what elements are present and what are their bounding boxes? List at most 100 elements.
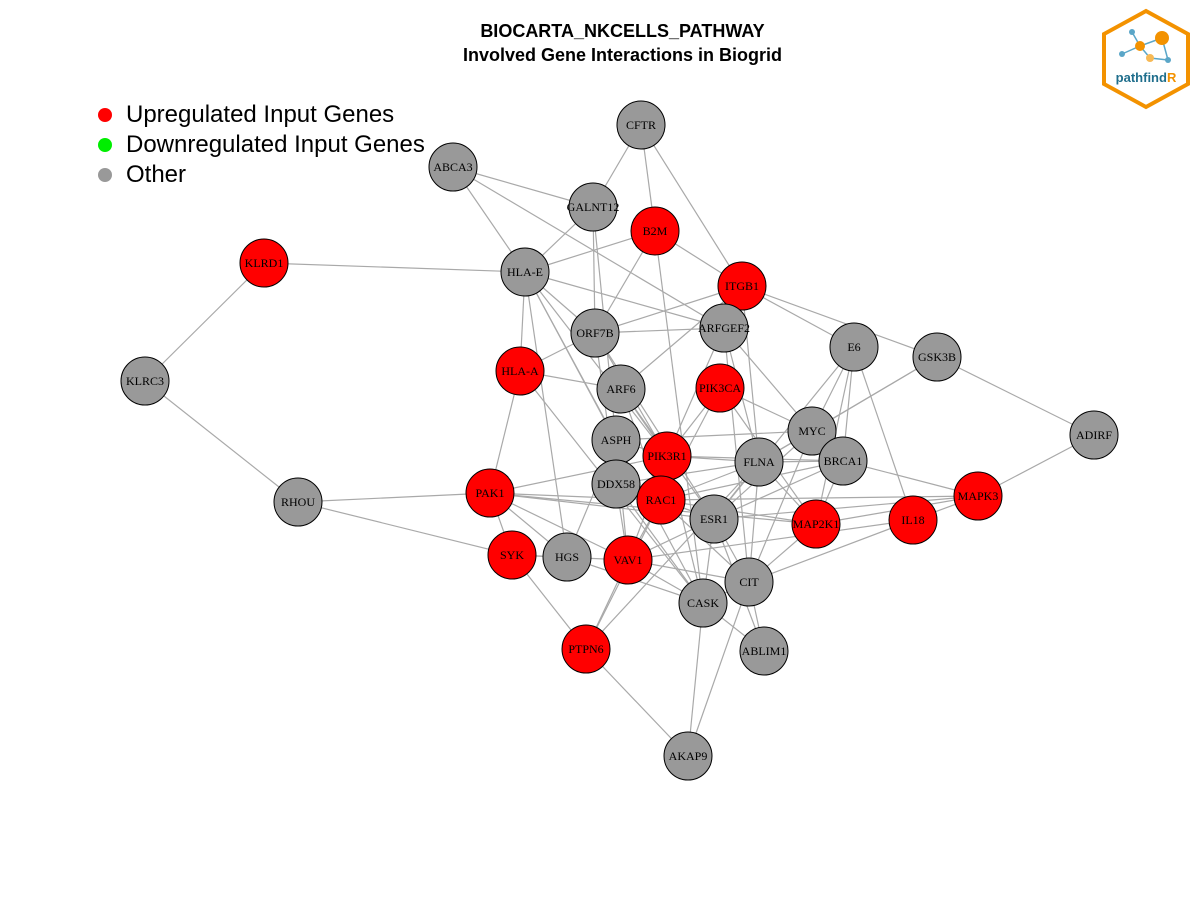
node-circle-adirf	[1069, 410, 1119, 460]
edge-il18-cit	[748, 519, 914, 583]
edge-myc-asph	[615, 430, 813, 441]
node-circle-arfgef2	[699, 303, 749, 353]
edge-klrd1-hla-e	[263, 262, 526, 273]
node-label-arf6: ARF6	[606, 382, 635, 396]
node-label-arfgef2: ARFGEF2	[698, 321, 750, 335]
node-circle-map2k1	[791, 499, 841, 549]
node-label-vav1: VAV1	[614, 553, 643, 567]
legend-swatch-downregulated	[98, 138, 112, 152]
node-klrd1: KLRD1	[239, 238, 289, 288]
edge-pak1-vav1	[489, 492, 629, 561]
node-gsk3b: GSK3B	[912, 332, 962, 382]
node-hla-a: HLA-A	[495, 346, 545, 396]
node-circle-gsk3b	[912, 332, 962, 382]
node-label-ablim1: ABLIM1	[742, 644, 787, 658]
edge-e6-il18	[853, 346, 914, 521]
edge-il18-vav1	[627, 519, 914, 561]
node-circle-klrc3	[120, 356, 170, 406]
node-circle-cftr	[616, 100, 666, 150]
node-vav1: VAV1	[603, 535, 653, 585]
node-pik3ca: PIK3CA	[695, 363, 745, 413]
edge-klrd1-klrc3	[144, 262, 265, 382]
node-circle-arf6	[596, 364, 646, 414]
node-label-il18: IL18	[901, 513, 924, 527]
node-label-ptpn6: PTPN6	[568, 642, 603, 656]
node-ablim1: ABLIM1	[739, 626, 789, 676]
node-circle-galnt12	[568, 182, 618, 232]
node-cftr: CFTR	[616, 100, 666, 150]
edge-abca3-arfgef2	[452, 166, 725, 329]
node-circle-syk	[487, 530, 537, 580]
node-label-orf7b: ORF7B	[576, 326, 613, 340]
node-klrc3: KLRC3	[120, 356, 170, 406]
node-hla-e: HLA-E	[500, 247, 550, 297]
legend-label-upregulated: Upregulated Input Genes	[126, 101, 395, 128]
edge-esr1-mapk3	[713, 495, 979, 520]
edge-rhou-syk	[297, 501, 513, 556]
node-b2m: B2M	[630, 206, 680, 256]
edge-klrc3-rhou	[144, 380, 299, 503]
node-label-itgb1: ITGB1	[725, 279, 759, 293]
node-circle-rac1	[636, 475, 686, 525]
node-circle-hla-e	[500, 247, 550, 297]
node-label-asph: ASPH	[601, 433, 632, 447]
node-label-akap9: AKAP9	[669, 749, 708, 763]
node-esr1: ESR1	[689, 494, 739, 544]
node-circle-cask	[678, 578, 728, 628]
node-cit: CIT	[724, 557, 774, 607]
node-ddx58: DDX58	[591, 459, 641, 509]
edge-itgb1-orf7b	[594, 285, 743, 334]
edge-ptpn6-akap9	[585, 648, 689, 757]
node-label-adirf: ADIRF	[1076, 428, 1112, 442]
node-circle-orf7b	[570, 308, 620, 358]
node-syk: SYK	[487, 530, 537, 580]
node-label-pik3ca: PIK3CA	[699, 381, 741, 395]
edge-hla-e-pik3r1	[524, 271, 668, 457]
node-circle-mapk3	[953, 471, 1003, 521]
legend-item-upregulated: Upregulated Input Genes	[98, 100, 425, 130]
node-label-esr1: ESR1	[700, 512, 728, 526]
node-circle-e6	[829, 322, 879, 372]
node-label-klrd1: KLRD1	[245, 256, 284, 270]
node-label-myc: MYC	[798, 424, 825, 438]
edge-pik3r1-pak1	[489, 455, 668, 494]
edge-rac1-map2k1	[660, 499, 817, 525]
node-mapk3: MAPK3	[953, 471, 1003, 521]
node-rhou: RHOU	[273, 477, 323, 527]
node-label-brca1: BRCA1	[824, 454, 863, 468]
node-adirf: ADIRF	[1069, 410, 1119, 460]
legend: Upregulated Input Genes Downregulated In…	[98, 100, 425, 190]
node-pik3r1: PIK3R1	[642, 431, 692, 481]
node-circle-myc	[787, 406, 837, 456]
node-orf7b: ORF7B	[570, 308, 620, 358]
node-circle-b2m	[630, 206, 680, 256]
node-myc: MYC	[787, 406, 837, 456]
node-circle-esr1	[689, 494, 739, 544]
logo-text: pathfindR	[1116, 70, 1177, 85]
node-circle-cit	[724, 557, 774, 607]
node-circle-klrd1	[239, 238, 289, 288]
legend-label-downregulated: Downregulated Input Genes	[126, 131, 425, 158]
edge-cftr-itgb1	[640, 124, 743, 287]
node-circle-ablim1	[739, 626, 789, 676]
edge-rhou-pak1	[297, 492, 491, 503]
node-pak1: PAK1	[465, 468, 515, 518]
node-map2k1: MAP2K1	[791, 499, 841, 549]
edge-ddx58-cask	[615, 483, 704, 604]
node-arf6: ARF6	[596, 364, 646, 414]
node-flna: FLNA	[734, 437, 784, 487]
edge-gsk3b-adirf	[936, 356, 1095, 436]
node-rac1: RAC1	[636, 475, 686, 525]
node-label-galnt12: GALNT12	[567, 200, 620, 214]
node-label-e6: E6	[847, 340, 860, 354]
node-akap9: AKAP9	[663, 731, 713, 781]
node-label-klrc3: KLRC3	[126, 374, 164, 388]
node-label-hla-a: HLA-A	[501, 364, 539, 378]
edge-cit-akap9	[687, 581, 750, 757]
edge-itgb1-arf6	[620, 285, 743, 390]
node-label-hla-e: HLA-E	[507, 265, 543, 279]
node-circle-itgb1	[717, 261, 767, 311]
edge-flna-ptpn6	[585, 461, 760, 650]
edge-hla-e-hgs	[524, 271, 568, 558]
node-circle-ptpn6	[561, 624, 611, 674]
